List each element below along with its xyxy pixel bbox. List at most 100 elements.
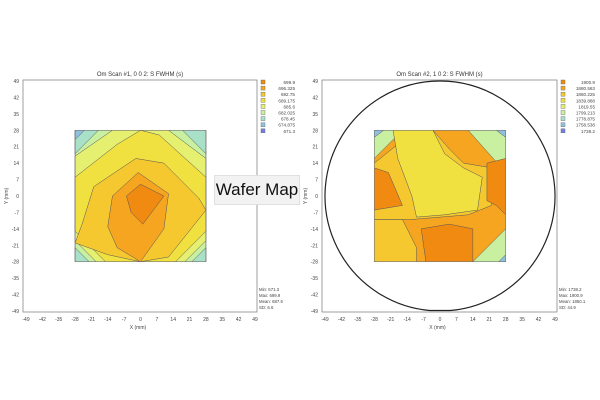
- x-tick-label: -35: [55, 317, 62, 323]
- y-tick-label: 7: [16, 178, 19, 184]
- legend-label: 696.325: [278, 86, 295, 91]
- contour-map: [374, 130, 506, 262]
- stats-text: SD: 44.9: [559, 305, 576, 310]
- legend-label: 682.025: [278, 111, 295, 116]
- legend-swatch: [260, 79, 266, 85]
- legend-swatch: [260, 116, 266, 121]
- scan-area-border: [74, 129, 207, 263]
- y-tick-label: 49: [13, 79, 19, 85]
- legend-swatch: [560, 91, 566, 97]
- chart-title: Om Scan #2, 1 0 2: S FWHM (s): [396, 72, 482, 78]
- x-tick-label: 7: [155, 317, 158, 323]
- legend-swatch: [260, 128, 266, 134]
- legend-swatch: [260, 122, 266, 127]
- y-tick-label: 35: [13, 112, 19, 118]
- contour-region: [126, 183, 165, 225]
- legend-swatch: [560, 116, 566, 121]
- contour-region: [392, 130, 483, 218]
- y-tick-label: 35: [312, 112, 318, 118]
- y-tick-label: 0: [315, 194, 318, 200]
- legend-label: 674.875: [278, 123, 295, 128]
- y-tick-label: 14: [13, 161, 19, 167]
- scan-area-border: [373, 129, 507, 263]
- legend-label: 1819.55: [578, 104, 595, 109]
- x-tick-label: 21: [187, 317, 193, 323]
- y-tick-label: -14: [311, 227, 318, 233]
- y-tick-label: -42: [311, 293, 318, 299]
- x-tick-label: -42: [39, 317, 46, 323]
- legend-swatch: [560, 79, 566, 85]
- legend-label: 1758.538: [576, 123, 596, 128]
- legend-swatch: [260, 98, 266, 103]
- legend-label: 1860.225: [576, 92, 596, 97]
- x-axis-label: X (mm): [130, 325, 147, 331]
- x-tick-label: -21: [387, 317, 394, 323]
- stats-text: Max: 699.9: [259, 293, 281, 298]
- x-tick-label: -49: [321, 317, 328, 323]
- x-tick-label: -28: [371, 317, 378, 323]
- x-tick-label: -7: [122, 317, 127, 323]
- y-tick-label: -14: [12, 227, 19, 233]
- legend-swatch: [260, 85, 266, 91]
- y-tick-label: -28: [311, 260, 318, 266]
- wafer-outline: [324, 80, 556, 312]
- x-tick-label: 28: [503, 317, 509, 323]
- legend-swatch: [260, 104, 266, 109]
- legend-label: 1900.9: [581, 80, 595, 85]
- x-tick-label: -28: [71, 317, 78, 323]
- legend-label: 1799.213: [576, 111, 596, 116]
- contour-map: [74, 130, 207, 263]
- wafer-plot-1: Om Scan #1, 0 0 2: S FWHM (s) -49-49 -42 -4…: [4, 72, 295, 331]
- wafer-map-label: Wafer Map: [214, 175, 300, 205]
- legend-swatch: [560, 110, 566, 115]
- y-axis-label: Y (mm): [303, 188, 309, 205]
- x-tick-label: -14: [404, 317, 411, 323]
- y-tick-label: -35: [311, 276, 318, 282]
- y-axis-label: Y (mm): [4, 188, 10, 205]
- x-tick-label: -35: [354, 317, 361, 323]
- x-tick-label: 49: [252, 317, 258, 323]
- legend-label: 692.75: [281, 92, 295, 97]
- legend-label: 689.175: [278, 98, 295, 103]
- y-tick-label: 0: [16, 194, 19, 200]
- y-tick-label: -7: [314, 210, 319, 216]
- legend-label: 1738.2: [581, 129, 595, 134]
- legend-swatch: [260, 91, 266, 97]
- y-tick-label: -21: [311, 243, 318, 249]
- legend-swatch: [560, 104, 566, 109]
- x-tick-label: 49: [552, 317, 558, 323]
- y-tick-label: 7: [315, 178, 318, 184]
- y-tick-label: 28: [312, 128, 318, 134]
- stats-text: Min: 1738.2: [559, 287, 582, 292]
- y-tick-label: -49: [12, 309, 19, 315]
- x-tick-label: 14: [170, 317, 176, 323]
- stats-text: Mean: 687.6: [259, 299, 283, 304]
- x-tick-label: -21: [88, 317, 95, 323]
- legend-label: 1839.888: [576, 98, 596, 103]
- stats-text: Mean: 1850.1: [559, 299, 586, 304]
- y-tick-label: 42: [13, 95, 19, 101]
- legend-swatch: [560, 85, 566, 91]
- x-axis-label: X (mm): [429, 325, 446, 331]
- stats-text: SD: 6.6: [259, 305, 274, 310]
- wafer-plot-2: Om Scan #2, 1 0 2: S FWHM (s) -49-49 -42 -4…: [303, 72, 595, 331]
- x-tick-label: 35: [519, 317, 525, 323]
- y-tick-label: -49: [311, 309, 318, 315]
- y-tick-label: 28: [13, 128, 19, 134]
- y-tick-label: -28: [12, 260, 19, 266]
- legend-swatch: [560, 128, 566, 134]
- y-tick-label: -35: [12, 276, 19, 282]
- x-tick-label: 35: [220, 317, 226, 323]
- chart-title: Om Scan #1, 0 0 2: S FWHM (s): [97, 72, 183, 78]
- y-tick-label: -7: [15, 210, 20, 216]
- legend-label: 671.3: [284, 129, 296, 134]
- x-tick-label: -49: [22, 317, 29, 323]
- legend-swatch: [560, 122, 566, 127]
- legend-label: 1778.875: [576, 117, 596, 122]
- legend-swatch: [560, 98, 566, 103]
- legend-label: 1880.563: [576, 86, 596, 91]
- y-tick-label: 42: [312, 95, 318, 101]
- x-tick-label: 42: [236, 317, 242, 323]
